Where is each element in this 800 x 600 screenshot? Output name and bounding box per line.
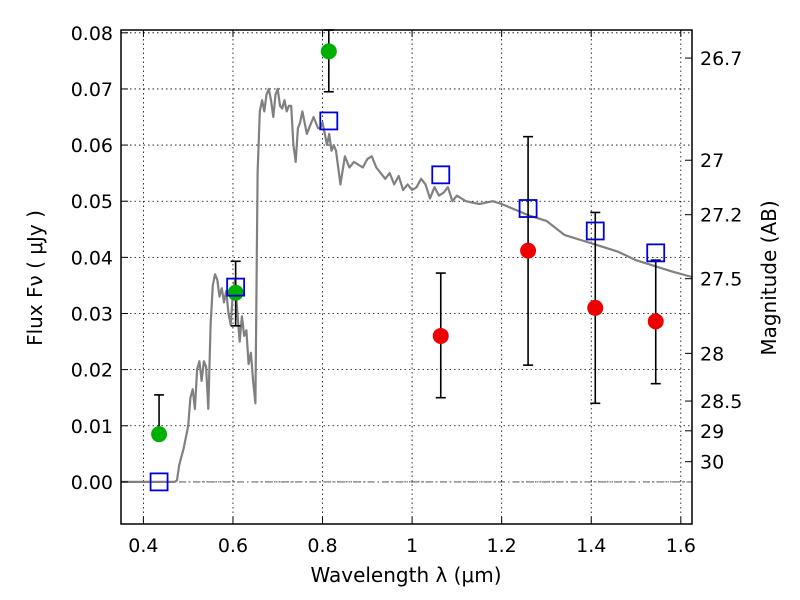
magnitude-tick-label: 28: [700, 343, 724, 365]
data-point-circle: [520, 242, 537, 259]
magnitude-tick-label: 27.5: [700, 269, 742, 291]
y-tick-label: 0.04: [71, 247, 113, 269]
y-tick-label: 0.00: [71, 472, 113, 494]
y-tick-label: 0.08: [71, 23, 113, 45]
data-point-circle: [647, 313, 664, 330]
x-axis-label: Wavelength λ (μm): [310, 563, 501, 587]
data-point-circle: [432, 327, 449, 344]
magnitude-tick-label: 27: [700, 150, 724, 172]
y-tick-label: 0.07: [71, 79, 113, 101]
x-tick-label: 1: [406, 535, 418, 557]
x-ticks: 0.4 0.6 0.8 1 1.2 1.4 1.6: [128, 30, 696, 557]
magnitude-tick-label: 27.2: [700, 205, 742, 227]
data-point-circle: [151, 426, 168, 443]
data-point-circle: [587, 299, 604, 316]
magnitude-axis-label: Magnitude (AB): [757, 200, 781, 355]
data-point-square: [646, 243, 666, 263]
x-tick-label: 1.2: [487, 535, 517, 557]
data-point-square: [585, 221, 605, 241]
model-curve-layer: [121, 87, 693, 483]
y-tick-label: 0.02: [71, 360, 113, 382]
data-point-square: [518, 199, 538, 218]
markers: [149, 43, 666, 492]
x-tick-label: 1.4: [576, 535, 606, 557]
y-axis-label: Flux Fν ( μJy ): [23, 210, 47, 346]
data-point-circle: [320, 43, 337, 60]
data-point-square: [319, 111, 339, 131]
y-tick-label: 0.03: [71, 303, 113, 325]
magnitude-tick-label: 30: [700, 452, 724, 474]
y-tick-label: 0.01: [71, 416, 113, 438]
data-point-square: [149, 472, 169, 492]
plot-frame: [120, 29, 693, 525]
magnitude-tick-label: 28.5: [700, 391, 742, 413]
y-ticks: 0.00 0.01 0.02 0.03 0.04 0.05 0.06 0.07 0.08: [71, 23, 128, 494]
magnitude-ticks: 26.7 27 27.2 27.5 28 28.5 29 30: [685, 48, 742, 474]
y-tick-label: 0.06: [71, 135, 113, 157]
x-tick-label: 0.6: [218, 535, 248, 557]
data-point-square: [226, 277, 246, 297]
data-point-square: [431, 165, 451, 185]
data-point-circle: [227, 284, 244, 301]
x-tick-label: 1.6: [666, 535, 696, 557]
magnitude-tick-label: 26.7: [700, 48, 742, 70]
x-tick-label: 0.8: [307, 535, 337, 557]
y-tick-label: 0.05: [71, 191, 113, 213]
magnitude-tick-label: 29: [700, 421, 724, 443]
model-curve: [121, 87, 693, 483]
x-tick-label: 0.4: [128, 535, 158, 557]
